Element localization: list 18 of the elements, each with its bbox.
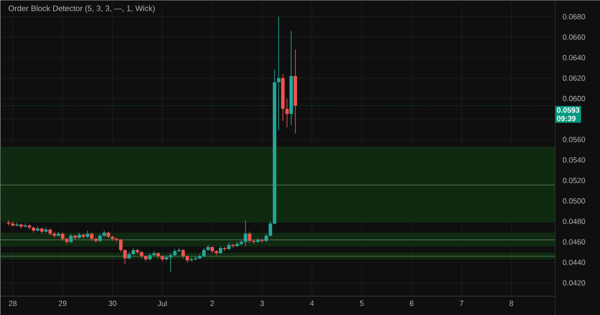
- candlestick: [123, 248, 127, 265]
- candlestick: [285, 98, 289, 128]
- candlestick: [177, 247, 181, 252]
- candlestick: [15, 222, 19, 227]
- candlestick: [56, 231, 60, 237]
- candlestick: [268, 220, 272, 237]
- candlestick: [190, 256, 194, 262]
- candlestick: [244, 220, 248, 246]
- candlestick: [69, 233, 73, 244]
- candlestick: [260, 238, 264, 244]
- candlestick: [119, 238, 123, 252]
- candlestick: [168, 252, 172, 272]
- candlestick: [181, 248, 185, 258]
- candlestick: [248, 231, 252, 244]
- candlestick: [110, 235, 114, 241]
- candlestick: [194, 256, 198, 260]
- candlestick: [202, 247, 206, 258]
- candlestick: [276, 16, 280, 130]
